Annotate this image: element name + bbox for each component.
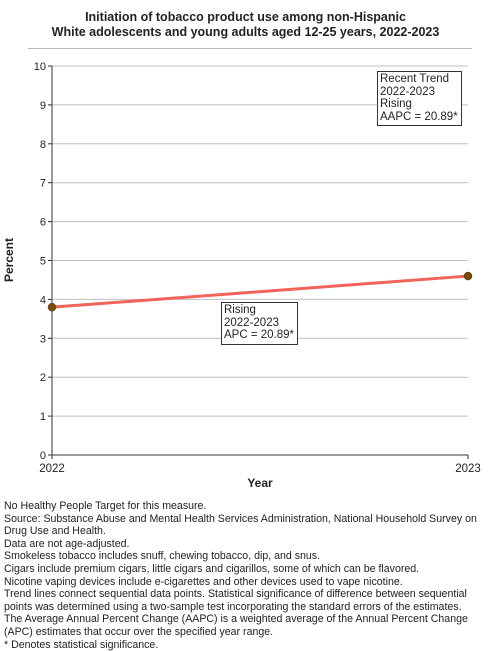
segment-annotation-line-3: APC = 20.89* bbox=[224, 329, 295, 341]
y-tick-label: 10 bbox=[34, 61, 46, 73]
y-tick-label: 7 bbox=[40, 178, 46, 190]
y-tick-label: 2 bbox=[40, 372, 46, 384]
footnote: No Healthy People Target for this measur… bbox=[4, 500, 207, 512]
y-tick-label: 8 bbox=[40, 139, 46, 151]
series-layer bbox=[47, 271, 473, 312]
y-axis-label: Percent bbox=[2, 238, 16, 282]
footnote: Smokeless tobacco includes snuff, chewin… bbox=[4, 550, 321, 563]
footnote: Nicotine vaping devices include e-cigare… bbox=[4, 575, 403, 588]
trend-annotation-line-4: AAPC = 20.89* bbox=[380, 110, 458, 123]
series-line bbox=[50, 274, 470, 309]
trend-annotation-line-1: Recent Trend bbox=[380, 73, 450, 85]
segment-annotation-line-2: 2022-2023 bbox=[224, 316, 279, 329]
y-tick-label: 1 bbox=[40, 411, 46, 423]
chart-title-line-1: Initiation of tobacco product use among … bbox=[85, 10, 406, 24]
chart-title: Initiation of tobacco product use among … bbox=[0, 10, 491, 40]
y-tick-label: 6 bbox=[40, 217, 46, 229]
y-tick-label: 0 bbox=[40, 450, 46, 462]
footnote: Cigars include premium cigars, little ci… bbox=[4, 562, 420, 575]
trend-annotation-line-3: Rising bbox=[380, 98, 412, 110]
trend-annotation: Recent Trend 2022-2023 Rising AAPC = 20.… bbox=[377, 71, 462, 126]
y-tick-label: 4 bbox=[40, 294, 46, 306]
footnote: Source: Substance Abuse and Mental Healt… bbox=[4, 512, 477, 538]
data-point bbox=[463, 271, 473, 281]
trend-annotation-line-2: 2022-2023 bbox=[380, 85, 435, 98]
data-point bbox=[47, 302, 57, 312]
segment-annotation-line-1: Rising bbox=[224, 304, 256, 316]
axis-layer: 0 1 2 3 4 5 6 7 8 9 10 2022 2023 bbox=[34, 61, 481, 475]
y-tick-label: 9 bbox=[40, 100, 46, 112]
footnote: Data are not age-adjusted. bbox=[4, 537, 130, 550]
y-tick-label: 3 bbox=[40, 333, 46, 345]
segment-annotation: Rising 2022-2023 APC = 20.89* bbox=[221, 302, 299, 345]
chart-title-line-2: White adolescents and young adults aged … bbox=[51, 25, 440, 39]
footnote: Trend lines connect sequential data poin… bbox=[4, 588, 467, 613]
footnotes: No Healthy People Target for this measur… bbox=[4, 500, 488, 651]
title-divider bbox=[28, 48, 472, 49]
footnote: * Denotes statistical significance. bbox=[4, 638, 159, 651]
x-tick-label: 2023 bbox=[455, 463, 481, 475]
footnote: The Average Annual Percent Change (AAPC)… bbox=[4, 613, 468, 638]
x-tick-label: 2022 bbox=[39, 463, 65, 475]
x-axis-label: Year bbox=[247, 476, 273, 490]
y-tick-label: 5 bbox=[40, 256, 46, 268]
